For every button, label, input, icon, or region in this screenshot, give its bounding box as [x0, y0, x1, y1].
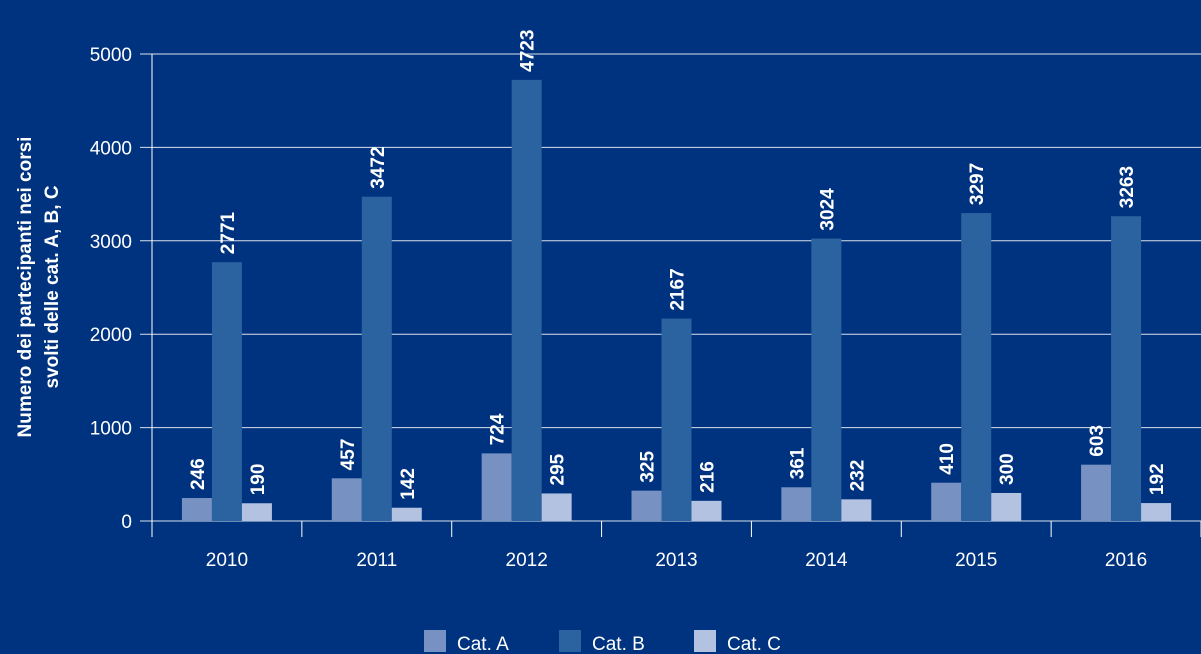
bar-cat-b-2016: [1111, 216, 1142, 522]
data-label: 457: [338, 439, 359, 471]
bar-cat-b-2011: [361, 196, 392, 521]
legend-swatch: [694, 630, 716, 652]
y-axis-title-line: svolti delle cat. A, B, C: [42, 185, 63, 388]
x-tick-label: 2012: [506, 550, 548, 571]
bar-cat-a-2016: [1081, 464, 1112, 521]
bars: 246 2771 190 457 3472 142 724 4723 295 325 2167 216…: [181, 30, 1172, 522]
data-label: 724: [488, 413, 509, 445]
bar-cat-c-2012: [541, 493, 572, 521]
y-tick-label: 3000: [90, 232, 132, 253]
data-label: 246: [188, 458, 209, 490]
y-tick-label: 1000: [90, 419, 132, 440]
data-label: 3297: [967, 163, 988, 205]
legend-swatch: [424, 630, 446, 652]
bar-cat-a-2012: [481, 453, 512, 521]
x-tick-label: 2010: [206, 550, 248, 571]
data-label: 216: [698, 461, 719, 493]
data-label: 4723: [518, 30, 539, 72]
x-tick-label: 2014: [805, 550, 848, 571]
bar-cat-a-2010: [181, 498, 212, 521]
data-label: 300: [997, 453, 1018, 485]
bar-cat-b-2015: [961, 213, 992, 522]
data-label: 410: [937, 443, 958, 475]
y-tick-label: 0: [121, 512, 132, 533]
bar-cat-b-2014: [811, 238, 842, 521]
x-tick-label: 2015: [955, 550, 997, 571]
y-tick-label: 2000: [90, 325, 132, 346]
data-label: 3472: [368, 146, 389, 188]
bar-cat-c-2014: [841, 499, 872, 521]
data-label: 142: [398, 468, 419, 500]
y-tick-label: 4000: [90, 138, 132, 159]
bar-cat-c-2011: [391, 507, 422, 521]
data-label: 3024: [817, 188, 838, 231]
y-tick-label: 5000: [90, 45, 132, 66]
bar-cat-a-2014: [781, 487, 812, 521]
data-label: 325: [638, 451, 659, 483]
legend-label: Cat. C: [727, 634, 781, 654]
data-label: 2771: [218, 211, 239, 254]
legend: Cat. A Cat. B Cat. C: [424, 630, 781, 654]
y-axis-title: Numero dei partecipanti nei corsi svolti …: [15, 137, 63, 438]
data-label: 232: [847, 460, 868, 492]
bar-cat-a-2013: [631, 490, 662, 521]
bar-cat-c-2015: [991, 492, 1022, 521]
bar-cat-b-2012: [511, 79, 542, 522]
data-label: 192: [1147, 463, 1168, 495]
data-label: 3263: [1117, 166, 1138, 208]
legend-swatch: [559, 630, 581, 652]
bar-cat-a-2015: [931, 482, 962, 521]
bar-cat-b-2013: [661, 318, 692, 521]
x-tick-label: 2013: [655, 550, 697, 571]
bar-cat-c-2016: [1141, 503, 1172, 521]
data-label: 190: [248, 464, 269, 496]
x-axis: 2010 2011 2012 2013 2014 2015 2016: [151, 54, 1201, 571]
y-axis-ticks: 0 1000 2000 3000 4000 5000: [90, 45, 132, 533]
bar-cat-c-2013: [691, 500, 722, 521]
x-tick-label: 2011: [356, 550, 397, 571]
legend-label: Cat. B: [592, 634, 645, 654]
x-tick-label: 2016: [1105, 550, 1147, 571]
bar-cat-b-2010: [211, 262, 242, 521]
legend-label: Cat. A: [457, 634, 509, 654]
bar-cat-a-2011: [331, 478, 362, 521]
data-label: 603: [1087, 425, 1108, 457]
data-label: 2167: [668, 268, 689, 310]
data-label: 361: [787, 447, 808, 479]
bar-cat-c-2010: [241, 503, 272, 521]
y-axis-title-line: Numero dei partecipanti nei corsi: [15, 137, 36, 438]
data-label: 295: [548, 453, 569, 485]
